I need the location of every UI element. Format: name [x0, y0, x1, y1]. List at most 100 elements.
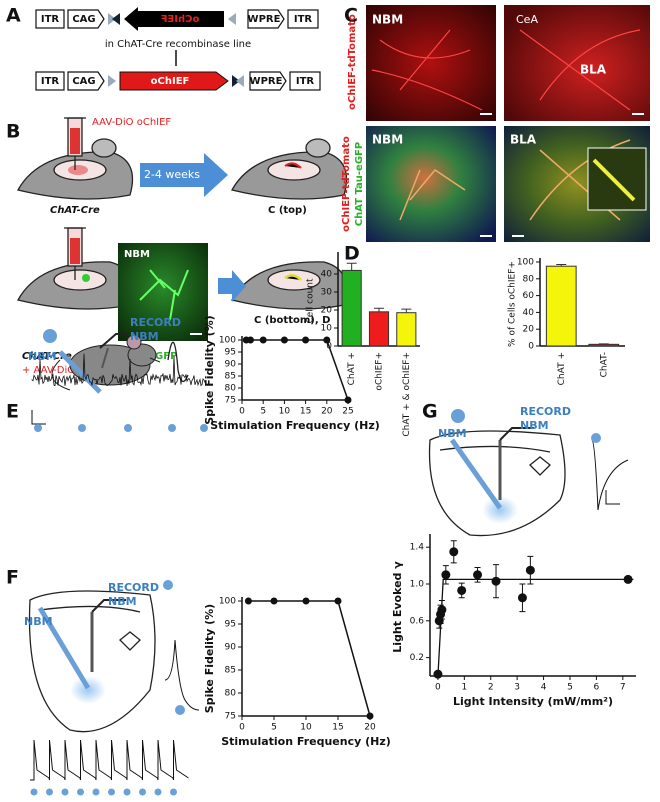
line	[246, 339, 349, 401]
y-tick-label: 20	[321, 306, 333, 316]
neuron	[139, 269, 189, 321]
element-label: CAG	[72, 14, 95, 25]
x-tick-label: ChAT +	[557, 352, 567, 385]
x-tick-label: 15	[332, 723, 343, 733]
element-label: ITR	[296, 76, 315, 87]
target-label: C (top)	[268, 205, 307, 216]
marker	[344, 396, 352, 404]
bar	[368, 311, 390, 347]
element-label: WPRE	[250, 76, 283, 87]
record-label: RECORD	[108, 581, 159, 594]
bar	[341, 269, 362, 347]
error-bar	[556, 264, 567, 267]
y-tick-label: 85	[225, 666, 236, 676]
x-tick-label: 0	[239, 723, 245, 733]
target-label: C (bottom), D	[254, 315, 330, 326]
stim-dot	[92, 788, 100, 796]
record-label: RECORD	[130, 316, 181, 329]
image-label: CeA	[516, 13, 538, 26]
stim-dot	[154, 788, 162, 796]
y-tick-label: 80	[225, 384, 237, 394]
y-tick-label: 85	[225, 372, 236, 382]
stim-dot	[200, 424, 208, 432]
bar	[545, 265, 577, 347]
y-tick-label: 95	[225, 620, 236, 630]
record-label: NBM	[108, 595, 137, 608]
stim-dot	[61, 788, 69, 796]
panel-label: F	[6, 567, 19, 589]
marker	[623, 574, 633, 584]
stim-dot	[30, 788, 38, 796]
x-axis-label: Stimulation Frequency (Hz)	[210, 419, 380, 432]
x-tick-label: ChAT +	[347, 352, 357, 385]
marker	[473, 570, 483, 580]
x-tick-label: 10	[300, 723, 312, 733]
error-bar	[346, 262, 357, 271]
stim-dot	[108, 788, 115, 796]
marker	[366, 712, 374, 720]
y-tick-label: 90	[225, 643, 237, 653]
marker	[270, 597, 278, 605]
y-tick-label: 20	[523, 325, 535, 335]
mouse-label: ChAT-Cre	[50, 205, 100, 216]
row-label: ChAT Tau-eGFP	[354, 142, 365, 226]
x-tick-label: 2	[488, 683, 494, 693]
x-tick-label: 5	[271, 723, 277, 733]
marker	[457, 585, 467, 595]
y-tick-label: 100	[219, 336, 236, 346]
panel-label: G	[422, 401, 438, 423]
x-tick-label: 6	[594, 683, 600, 693]
stim-dot	[170, 788, 177, 796]
marker	[259, 336, 267, 344]
x-tick-label: 25	[342, 407, 353, 417]
x-tick-label: 20	[364, 723, 376, 733]
y-axis-label: Spike Fidelity (%)	[203, 315, 216, 424]
marker	[323, 336, 331, 344]
light-spot	[482, 496, 518, 524]
fibers	[371, 29, 641, 111]
arrow	[91, 599, 126, 613]
image-red	[504, 5, 650, 121]
stim-label: NBM	[24, 615, 53, 628]
light-bulb	[451, 409, 465, 423]
image-red	[366, 5, 496, 121]
error-bar	[374, 307, 384, 312]
y-axis-label: Spike Fidelity (%)	[203, 604, 216, 713]
x-tick-label: oChIEF+	[375, 352, 385, 391]
marker	[334, 597, 342, 605]
spike-trace	[31, 353, 207, 387]
stim-dot	[124, 424, 132, 432]
y-tick-label: 1.4	[410, 543, 425, 553]
y-axis-label: Cell count	[306, 278, 316, 324]
record-label: NBM	[130, 330, 159, 343]
scale-bar	[31, 410, 46, 425]
construct-1	[35, 7, 319, 31]
marker	[517, 593, 527, 603]
image-label: BLA	[510, 133, 537, 147]
optic-fiber	[37, 606, 91, 690]
y-tick-label: 30	[321, 288, 333, 298]
panel-label: C	[344, 5, 358, 27]
stim-dots	[34, 424, 208, 432]
x-tick-label: 3	[514, 683, 520, 693]
record-label: NBM	[520, 419, 549, 432]
y-tick-label: 10	[321, 324, 333, 334]
injection-label: + AAV-DiO oChIEF	[22, 365, 113, 376]
y-tick-label: 0.6	[410, 616, 425, 626]
marker	[525, 565, 535, 575]
marker	[491, 576, 501, 586]
light-spot	[70, 676, 106, 704]
x-axis-label: Light Intensity (mW/mm²)	[453, 695, 613, 708]
row-label: oChIEF-tdTomato	[347, 14, 358, 110]
fibers	[592, 158, 636, 202]
stim-dot	[139, 788, 146, 796]
x-tick-label: 20	[321, 407, 333, 417]
y-tick-label: 1.0	[410, 580, 425, 590]
element-label: oChIEF	[151, 76, 190, 87]
image-label: NBM	[372, 133, 403, 147]
y-axis-label: Light Evoked γ	[391, 561, 404, 653]
panel-label: E	[6, 401, 19, 423]
light-bulb	[43, 329, 57, 343]
marker	[244, 597, 252, 605]
